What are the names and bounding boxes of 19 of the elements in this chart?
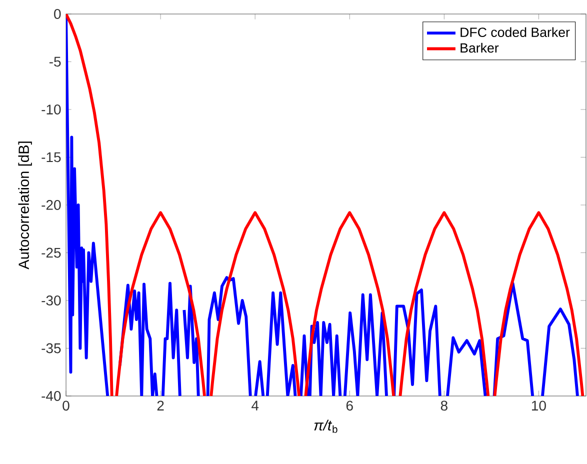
x-axis-title: π/t$_{b}$ bbox=[314, 420, 338, 433]
x-tick-label: 2 bbox=[157, 400, 164, 410]
x-tick-label: 4 bbox=[252, 400, 259, 410]
y-tick-label: -35 bbox=[42, 343, 61, 354]
y-tick-label: -25 bbox=[42, 248, 61, 258]
y-tick-label: -15 bbox=[42, 152, 61, 162]
legend-label: DFC coded Barker bbox=[460, 27, 570, 38]
y-axis-title: Autocorrelation [dB] bbox=[18, 142, 32, 270]
x-tick-label: 6 bbox=[346, 400, 353, 411]
x-tick-label: 0 bbox=[62, 400, 70, 411]
y-tick-label: 0 bbox=[54, 9, 61, 19]
y-tick-label: -10 bbox=[42, 104, 61, 114]
x-tick-label: 10 bbox=[532, 400, 546, 411]
y-tick-label: -20 bbox=[42, 200, 61, 210]
y-tick-label: -40 bbox=[42, 391, 61, 401]
y-tick-label: -30 bbox=[42, 296, 61, 306]
x-tick-label: 8 bbox=[440, 400, 448, 411]
y-tick-label: -5 bbox=[49, 56, 61, 67]
legend-label: Barker bbox=[460, 42, 499, 53]
